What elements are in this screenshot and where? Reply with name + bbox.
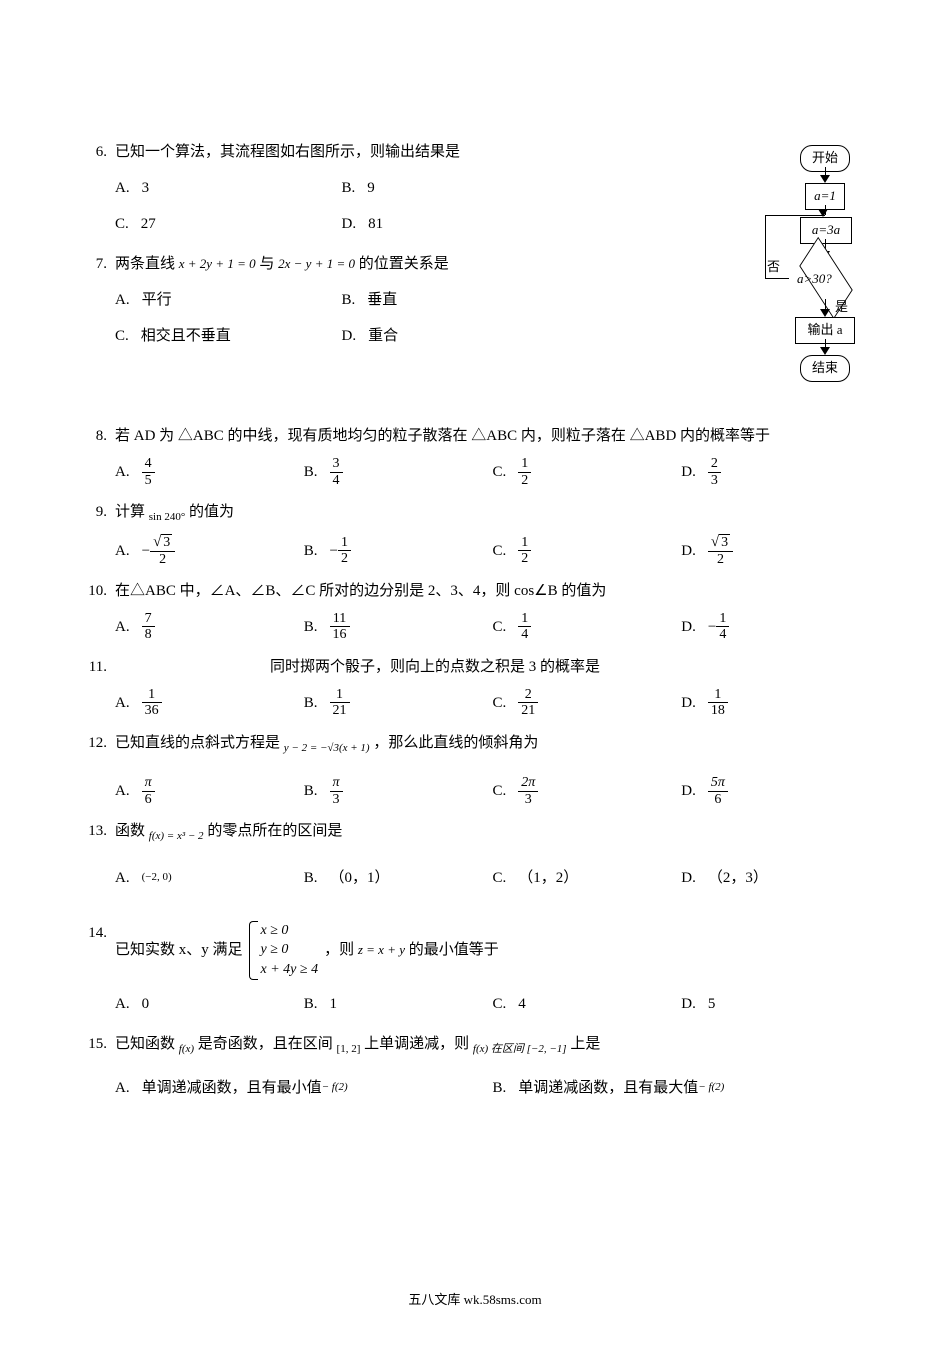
option-c: C.12 [493,454,682,490]
question-number: 8. [80,424,115,490]
option-b: B.（0，1） [304,860,493,896]
option-a: A.单调递减函数，且有最小值− f(2) [115,1070,493,1106]
option-a: A.(−2, 0) [115,860,304,896]
fc-yes-label: 是 [835,297,848,318]
option-d: D.（2，3） [681,860,870,896]
question-11: 11. 同时掷两个骰子，则向上的点数之积是 3 的概率是 A.136 B.121… [80,655,870,721]
question-text: 已知实数 x、y 满足 x ≥ 0 y ≥ 0 x + 4y ≥ 4 ，则 z … [115,921,870,980]
option-c: C.221 [493,685,682,721]
option-c: C.2π3 [493,773,682,809]
option-b: B.π3 [304,773,493,809]
question-text: 函数 f(x) = x³ − 2 的零点所在的区间是 [115,819,870,846]
option-a: A.−32 [115,533,304,569]
option-b: B.单调递减函数，且有最大值− f(2) [493,1070,871,1106]
question-14: 14. 已知实数 x、y 满足 x ≥ 0 y ≥ 0 x + 4y ≥ 4 ，… [80,921,870,1022]
option-b: B.121 [304,685,493,721]
option-b: B.9 [342,170,569,206]
option-b: B.1116 [304,609,493,645]
option-b: B.1 [304,986,493,1022]
question-number: 15. [80,1032,115,1107]
question-number: 9. [80,500,115,569]
question-text: 已知函数 f(x) 是奇函数，且在区间 [1, 2] 上单调递减，则 f(x) … [115,1032,870,1059]
question-9: 9. 计算 sin 240° 的值为 A.−32 B.−12 C.12 D.32 [80,500,870,569]
question-number: 7. [80,252,115,354]
fc-end: 结束 [800,355,850,382]
question-number: 10. [80,579,115,645]
question-text: 计算 sin 240° 的值为 [115,500,870,527]
question-number: 13. [80,819,115,896]
question-10: 10. 在△ABC 中，∠A、∠B、∠C 所对的边分别是 2、3、4，则 cos… [80,579,870,645]
option-a: A.3 [115,170,342,206]
option-c: C.27 [115,206,342,242]
option-d: D.23 [681,454,870,490]
page-footer: 五八文库 wk.58sms.com [0,1290,950,1311]
question-12: 12. 已知直线的点斜式方程是 y − 2 = −√3(x + 1) ，那么此直… [80,731,870,810]
option-c: C.相交且不垂直 [115,318,342,354]
option-c: C.12 [493,533,682,569]
fc-assign: a=3a [800,217,852,244]
question-number: 11. [80,655,115,721]
question-text: 已知直线的点斜式方程是 y − 2 = −√3(x + 1) ，那么此直线的倾斜… [115,731,870,758]
question-text: 若 AD 为 △ABC 的中线，现有质地均匀的粒子散落在 △ABC 内，则粒子落… [115,424,870,448]
option-d: D.−14 [681,609,870,645]
option-d: D.5π6 [681,773,870,809]
option-a: A.平行 [115,282,342,318]
option-a: A.136 [115,685,304,721]
question-number: 6. [80,140,115,242]
option-d: D.32 [681,533,870,569]
option-b: B.垂直 [342,282,569,318]
option-c: C.4 [493,986,682,1022]
option-a: A.π6 [115,773,304,809]
option-d: D.重合 [342,318,569,354]
fc-cond: a>30? [787,257,865,299]
option-a: A.45 [115,454,304,490]
option-b: B.−12 [304,533,493,569]
option-b: B.34 [304,454,493,490]
option-a: A.78 [115,609,304,645]
question-8: 8. 若 AD 为 △ABC 的中线，现有质地均匀的粒子散落在 △ABC 内，则… [80,424,870,490]
question-15: 15. 已知函数 f(x) 是奇函数，且在区间 [1, 2] 上单调递减，则 f… [80,1032,870,1107]
question-13: 13. 函数 f(x) = x³ − 2 的零点所在的区间是 A.(−2, 0)… [80,819,870,896]
question-text: 在△ABC 中，∠A、∠B、∠C 所对的边分别是 2、3、4，则 cos∠B 的… [115,579,870,603]
option-c: C.14 [493,609,682,645]
option-d: D.118 [681,685,870,721]
option-a: A.0 [115,986,304,1022]
flowchart-diagram: 开始 a=1 a=3a a>30? 否 是 输出 a 结束 [705,145,875,405]
fc-no-label: 否 [767,257,780,278]
option-c: C.（1，2） [493,860,682,896]
question-number: 12. [80,731,115,810]
question-text: 同时掷两个骰子，则向上的点数之积是 3 的概率是 [115,655,870,679]
question-number: 14. [80,921,115,1022]
option-d: D.81 [342,206,569,242]
option-d: D.5 [681,986,870,1022]
